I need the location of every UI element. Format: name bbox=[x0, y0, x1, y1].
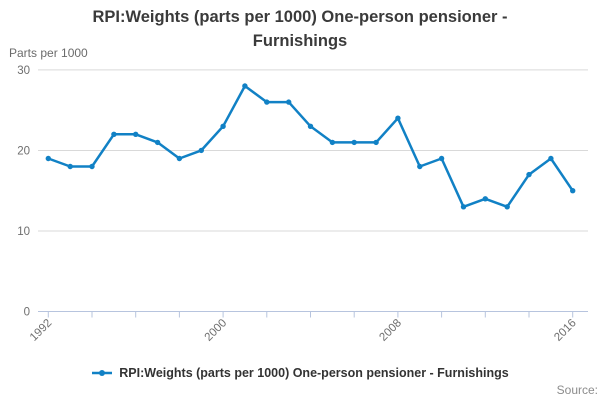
data-point[interactable] bbox=[286, 99, 292, 105]
legend: RPI:Weights (parts per 1000) One-person … bbox=[0, 363, 600, 383]
legend-item[interactable]: RPI:Weights (parts per 1000) One-person … bbox=[91, 366, 509, 380]
x-tick-label: 2016 bbox=[552, 317, 579, 344]
data-point[interactable] bbox=[220, 123, 226, 129]
y-tick-label: 30 bbox=[17, 65, 30, 77]
x-tick-label: 1992 bbox=[28, 317, 55, 344]
series-line bbox=[47, 84, 574, 209]
data-point[interactable] bbox=[373, 139, 379, 146]
data-point[interactable] bbox=[417, 163, 423, 170]
data-point[interactable] bbox=[395, 115, 401, 121]
data-point[interactable] bbox=[548, 155, 554, 162]
chart-title-line2: Furnishings bbox=[252, 31, 348, 50]
legend-line-marker-icon bbox=[92, 370, 113, 376]
data-point[interactable] bbox=[242, 83, 248, 89]
data-point[interactable] bbox=[176, 155, 183, 162]
legend-series-label: RPI:Weights (parts per 1000) One-person … bbox=[119, 366, 509, 380]
data-point[interactable] bbox=[111, 131, 117, 137]
data-point[interactable] bbox=[329, 139, 336, 146]
data-point[interactable] bbox=[89, 163, 95, 170]
chart-title: RPI:Weights (parts per 1000) One-person … bbox=[0, 6, 600, 54]
data-point[interactable] bbox=[307, 123, 314, 129]
data-point[interactable] bbox=[45, 155, 51, 162]
x-tick-label: 2000 bbox=[203, 317, 230, 344]
source-label: Source: bbox=[556, 383, 598, 397]
y-tick-label: 20 bbox=[17, 145, 30, 157]
data-point[interactable] bbox=[67, 163, 73, 170]
data-point[interactable] bbox=[504, 204, 510, 210]
data-point[interactable] bbox=[460, 204, 467, 210]
data-point[interactable] bbox=[526, 171, 532, 178]
data-point[interactable] bbox=[154, 139, 161, 146]
y-axis-title: Parts per 1000 bbox=[9, 46, 88, 60]
data-point[interactable] bbox=[351, 139, 357, 146]
y-tick-label: 10 bbox=[17, 226, 30, 238]
data-point[interactable] bbox=[482, 196, 488, 202]
y-tick-label: 0 bbox=[24, 307, 30, 319]
data-point[interactable] bbox=[198, 147, 204, 154]
data-point[interactable] bbox=[133, 131, 139, 137]
data-point[interactable] bbox=[570, 188, 576, 194]
data-point[interactable] bbox=[438, 155, 445, 162]
data-point[interactable] bbox=[264, 99, 270, 105]
chart-title-line1: RPI:Weights (parts per 1000) One-person … bbox=[92, 8, 508, 26]
x-tick-label: 2008 bbox=[377, 317, 404, 344]
